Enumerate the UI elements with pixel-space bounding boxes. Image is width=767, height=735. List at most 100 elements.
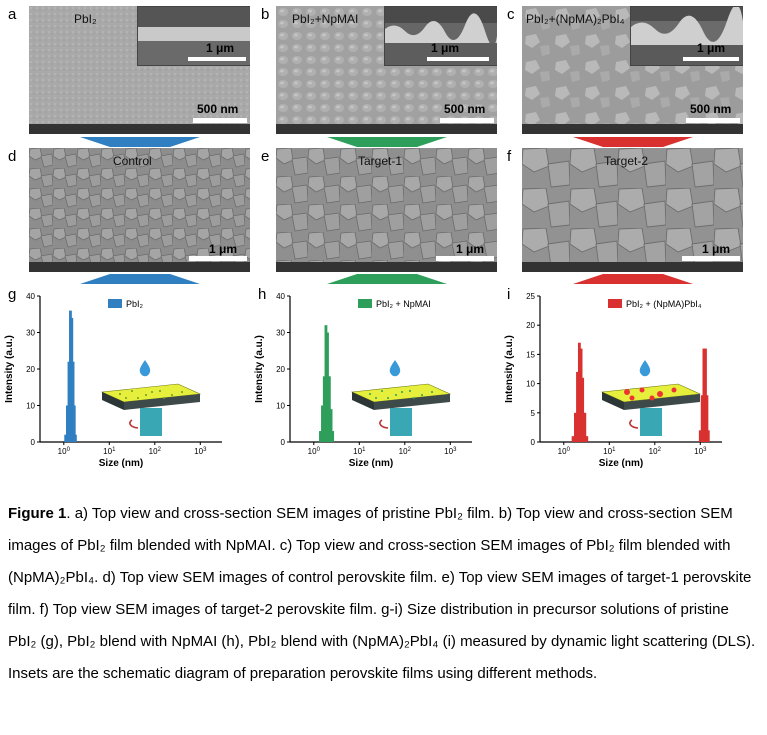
bar <box>65 405 69 442</box>
legend-label: PbI₂ + NpMAI <box>376 299 431 309</box>
scale-label-b: 500 nm <box>444 102 486 116</box>
sem-texture-e <box>276 148 497 272</box>
inset-scale-bar-c <box>683 57 739 61</box>
legend-label: PbI₂ + (NpMA)PbI₄ <box>626 299 702 309</box>
legend-swatch <box>108 299 122 308</box>
panel-letter-h: h <box>258 286 267 303</box>
substrate-front <box>602 392 624 410</box>
substrate-side <box>374 394 450 410</box>
sem-image-a: PbI₂ 1 μm 500 nm <box>29 6 250 134</box>
scale-label-d: 1 μm <box>209 242 238 256</box>
x-tick-label: 101 <box>353 447 366 456</box>
y-tick-label: 0 <box>531 438 536 447</box>
bar <box>67 361 71 442</box>
droplet-icon <box>639 360 651 377</box>
arrow-a-to-d <box>80 137 200 147</box>
inset-c: 1 μm <box>630 6 743 66</box>
bar <box>319 431 322 442</box>
y-tick-label: 40 <box>276 292 285 301</box>
particle-dot <box>649 395 655 401</box>
legend-label: PbI₂ <box>126 299 144 309</box>
bar <box>327 376 331 442</box>
inset-scale-label-a: 1 μm <box>206 41 235 55</box>
panel-letter-a: a <box>8 6 17 23</box>
bar <box>71 361 75 442</box>
y-axis-label: Intensity (a.u.) <box>504 335 515 403</box>
y-axis-label: Intensity (a.u.) <box>254 335 265 403</box>
particle-dot <box>395 394 397 396</box>
figure-caption: Figure 1. a) Top view and cross-section … <box>8 498 758 690</box>
x-axis-label: Size (nm) <box>349 458 393 469</box>
rotation-arrow-icon <box>129 419 139 429</box>
bar <box>72 405 76 442</box>
schematic-inset <box>600 360 702 436</box>
substrate-side <box>124 394 200 410</box>
scale-label-c: 500 nm <box>690 102 732 116</box>
panel-letter-c: c <box>507 6 515 23</box>
sem-image-d: Control 1 μm <box>29 148 250 272</box>
particle-dot <box>375 397 377 399</box>
substrate-side <box>624 394 700 410</box>
sem-texture-f <box>522 148 743 272</box>
particle-dot <box>387 397 389 399</box>
x-tick-label: 100 <box>558 447 571 456</box>
bar <box>326 332 329 442</box>
x-axis-label: Size (nm) <box>599 458 643 469</box>
schematic-inset <box>350 360 452 436</box>
spin-chuck <box>640 408 662 436</box>
particle-dot <box>369 393 371 395</box>
particle-dot <box>413 397 415 399</box>
y-tick-label: 0 <box>31 438 36 447</box>
bar <box>331 431 335 442</box>
x-tick-label: 100 <box>308 447 321 456</box>
y-tick-label: 25 <box>526 292 535 301</box>
particle-dot <box>131 390 133 392</box>
scale-bar-d <box>189 256 247 261</box>
bar <box>583 412 587 442</box>
spin-chuck <box>140 408 162 436</box>
y-tick-label: 15 <box>526 350 535 359</box>
bar <box>706 430 710 442</box>
chart-g: 0 10 20 30 40 100 101 102 103 Intensity (a.u.) Siz… <box>0 286 255 471</box>
particle-dot <box>431 391 433 393</box>
panel-letter-g: g <box>8 286 17 303</box>
x-tick-label: 102 <box>399 447 412 456</box>
y-tick-label: 5 <box>531 409 536 418</box>
bar <box>700 395 704 442</box>
x-tick-label: 103 <box>694 447 707 456</box>
particle-dot <box>409 390 411 392</box>
particle-dot <box>119 393 121 395</box>
scale-label-f: 1 μm <box>702 242 731 256</box>
bar <box>321 405 324 442</box>
scale-bar-c <box>686 118 740 123</box>
x-tick-label: 103 <box>444 447 457 456</box>
inset-scale-label-b: 1 μm <box>431 41 460 55</box>
substrate-front <box>352 392 374 410</box>
substrate-front <box>102 392 124 410</box>
bar <box>705 395 709 442</box>
x-tick-label: 100 <box>58 447 71 456</box>
bar <box>702 348 706 442</box>
inset-b: 1 μm <box>384 6 497 66</box>
panel-letter-i: i <box>507 286 511 303</box>
bar <box>74 434 77 442</box>
particle-dot <box>401 391 403 393</box>
panel-label-d: Control <box>113 154 152 168</box>
arrow-b-to-e <box>327 137 447 147</box>
particle-dot <box>137 397 139 399</box>
bar <box>579 348 583 442</box>
panel-letter-b: b <box>261 6 270 23</box>
sem-image-f: Target-2 1 μm <box>522 148 743 272</box>
bar <box>574 412 577 442</box>
y-tick-label: 10 <box>526 380 535 389</box>
x-axis-label: Size (nm) <box>99 458 143 469</box>
legend-swatch <box>358 299 372 308</box>
bar <box>322 376 326 442</box>
y-tick-label: 30 <box>276 329 285 338</box>
y-tick-label: 30 <box>26 329 35 338</box>
x-tick-label: 102 <box>649 447 662 456</box>
scale-label-a: 500 nm <box>197 102 239 116</box>
particle-dot <box>624 389 630 395</box>
bar <box>577 342 581 442</box>
rotation-arrow-icon <box>629 419 639 429</box>
